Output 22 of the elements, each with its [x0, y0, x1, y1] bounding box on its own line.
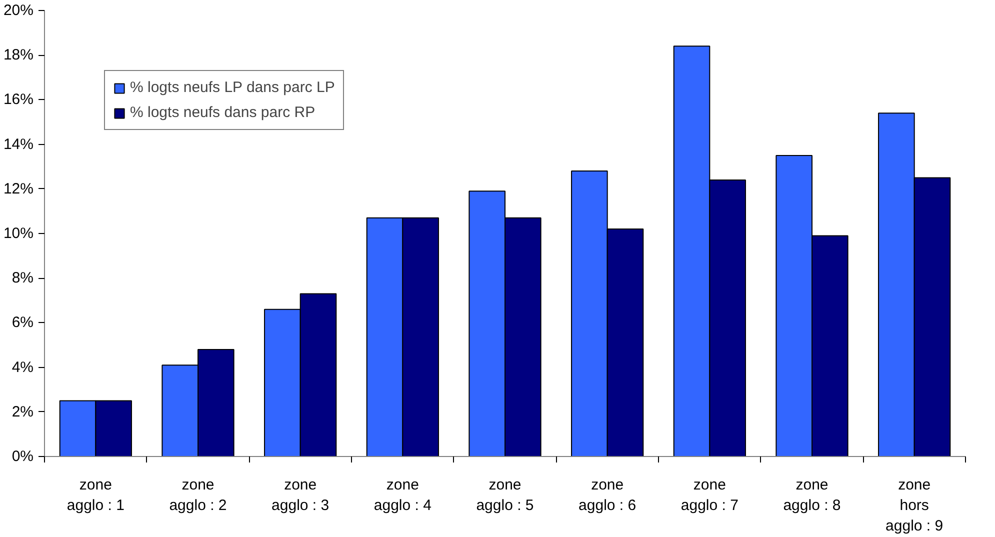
x-tick-label: zone agglo : 5	[476, 476, 534, 514]
y-tick-label: 8%	[12, 270, 34, 287]
x-tick-label: zone agglo : 3	[272, 476, 330, 514]
y-tick-label: 14%	[3, 136, 34, 153]
y-tick-label: 4%	[12, 358, 34, 376]
x-tick-label: zone hors agglo : 9	[886, 476, 944, 534]
legend-label: % logts neufs dans parc RP	[130, 104, 316, 121]
y-tick-label: 20%	[3, 2, 34, 19]
y-tick-label: 10%	[3, 225, 34, 242]
y-tick-label: 6%	[12, 314, 34, 332]
x-tick-label: zone agglo : 2	[169, 476, 227, 514]
legend-label: % logts neufs LP dans parc LP	[130, 79, 335, 96]
x-tick-label: zone agglo : 7	[680, 476, 738, 514]
y-tick-label: 2%	[12, 403, 34, 420]
x-tick-label: zone agglo : 8	[783, 476, 841, 514]
y-tick-label: 18%	[3, 46, 34, 64]
y-tick-label: 0%	[12, 448, 34, 465]
x-tick-label: zone agglo : 1	[66, 476, 124, 514]
y-tick-label: 12%	[3, 180, 34, 198]
y-tick-label: 16%	[3, 91, 34, 108]
x-tick-label: zone agglo : 4	[374, 476, 432, 514]
x-tick-label: zone agglo : 6	[578, 476, 636, 514]
